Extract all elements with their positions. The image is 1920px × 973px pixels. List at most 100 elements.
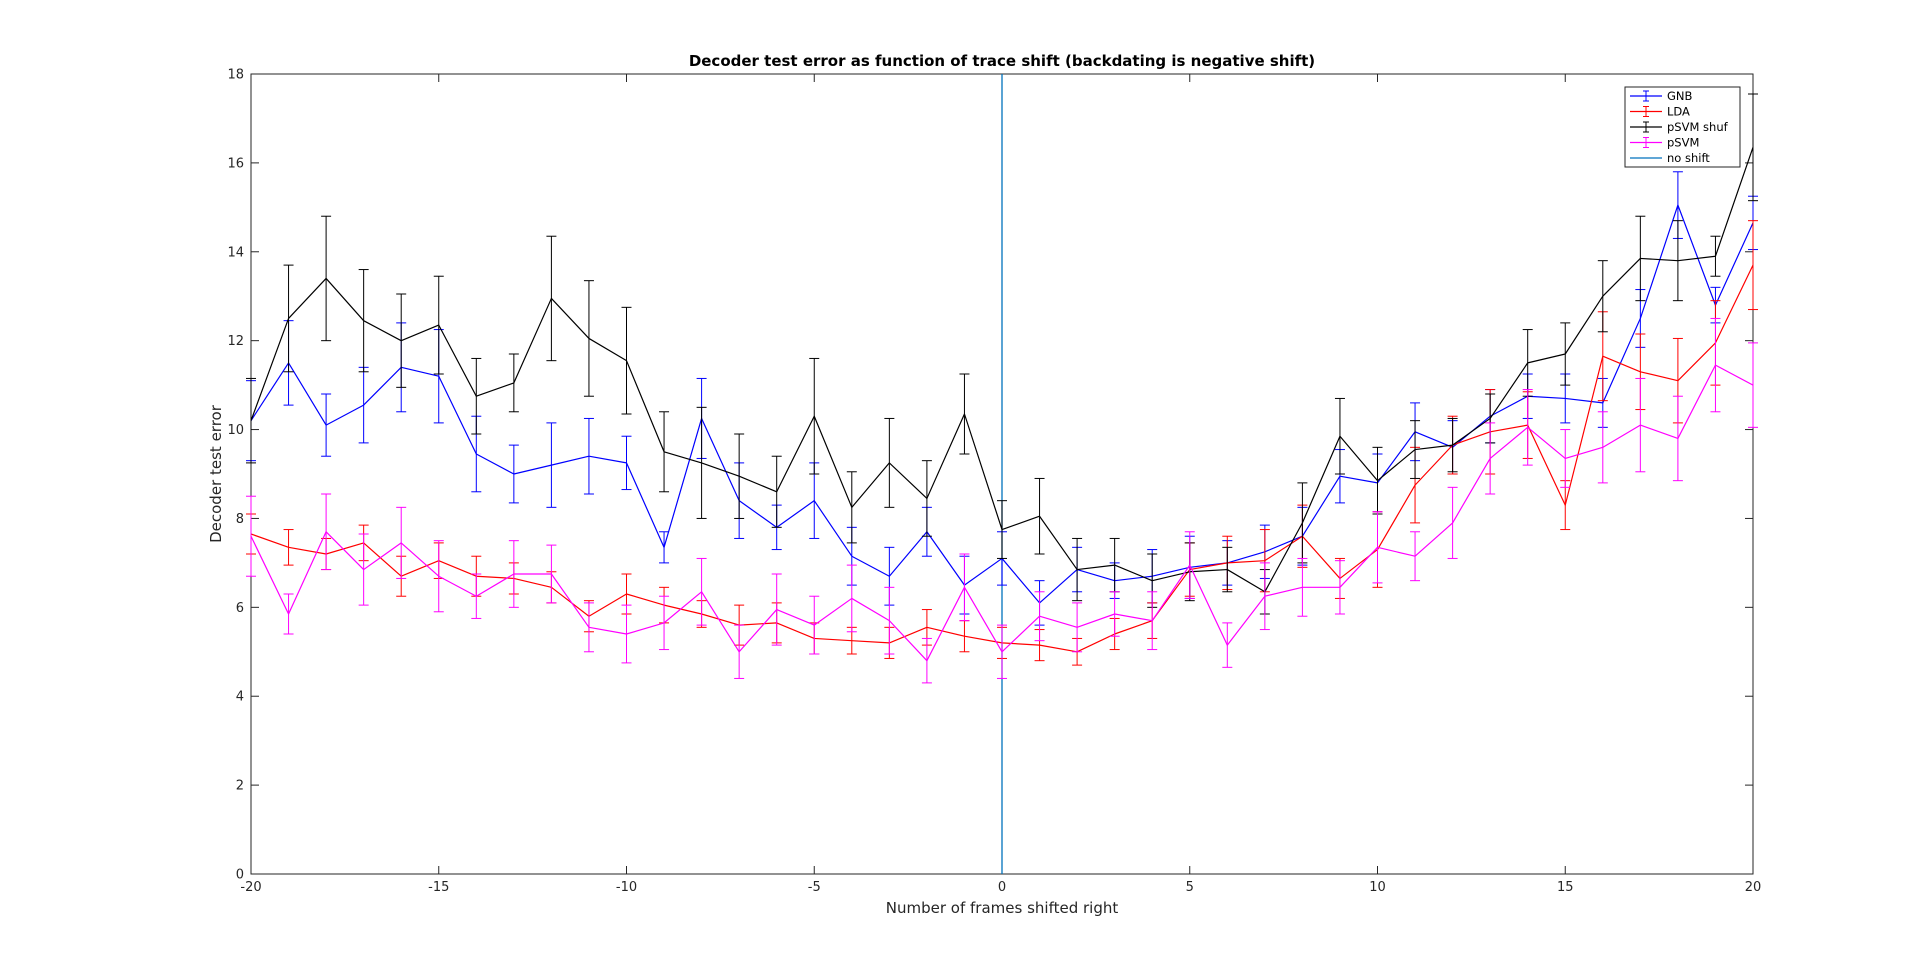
error-bar	[583, 417, 594, 495]
error-bar	[1184, 531, 1195, 599]
error-bar	[959, 553, 970, 622]
error-bar	[771, 573, 782, 646]
error-bar	[321, 493, 332, 571]
error-bar	[659, 595, 670, 651]
error-bar	[1485, 422, 1496, 495]
error-bar	[621, 306, 632, 415]
error-bar	[809, 595, 820, 655]
error-bar	[621, 435, 632, 491]
y-tick-label: 8	[236, 512, 244, 527]
x-tick-label: 5	[1186, 880, 1194, 895]
error-bar	[321, 393, 332, 457]
y-axis-label: Decoder test error	[207, 404, 225, 543]
legend-item-psvm-shuf: pSVM shuf	[1630, 120, 1729, 134]
error-bar	[884, 586, 895, 655]
x-tick-label: -15	[428, 880, 449, 895]
error-bar	[696, 406, 707, 519]
error-bar	[1334, 560, 1345, 615]
error-bar	[659, 531, 670, 564]
error-bar	[1748, 220, 1758, 311]
y-tick-label: 2	[236, 779, 244, 794]
x-tick-label: -20	[240, 880, 261, 895]
error-bar	[1297, 557, 1308, 617]
x-tick-label: 20	[1745, 880, 1762, 895]
y-tick-label: 10	[227, 423, 244, 438]
error-bar	[1072, 537, 1083, 602]
error-bar	[1748, 342, 1758, 428]
error-bar	[508, 444, 519, 504]
error-bar	[1560, 429, 1571, 488]
error-bar	[433, 540, 444, 613]
y-tick-label: 6	[236, 601, 244, 616]
y-tick-label: 12	[227, 334, 244, 349]
error-bar	[433, 275, 444, 375]
error-bar	[1672, 220, 1683, 302]
error-bar	[1635, 215, 1646, 302]
series-psvm	[246, 317, 1758, 684]
error-bar	[1597, 260, 1608, 333]
error-bar	[1259, 562, 1270, 631]
y-axis: 0 2 4 6 8 10 12 14 16 18	[227, 68, 1753, 883]
error-bar	[471, 357, 482, 435]
legend-item-psvm: pSVM	[1630, 136, 1699, 150]
x-tick-label: 15	[1557, 880, 1574, 895]
error-bar	[1560, 322, 1571, 386]
error-bar	[471, 573, 482, 619]
legend-item-no-shift: no shift	[1630, 151, 1710, 165]
y-tick-label: 18	[227, 68, 244, 83]
error-bar	[734, 433, 745, 519]
y-tick-label: 14	[227, 245, 244, 260]
error-bar	[1597, 411, 1608, 484]
legend-label: GNB	[1667, 89, 1693, 103]
y-tick-label: 16	[227, 156, 244, 171]
legend-label: pSVM shuf	[1667, 120, 1729, 134]
error-bar	[884, 417, 895, 508]
error-bar	[396, 506, 407, 579]
error-bar	[583, 280, 594, 397]
error-bar	[1410, 531, 1421, 582]
error-bar	[1748, 93, 1758, 202]
error-bar	[1447, 417, 1458, 473]
legend-item-gnb: GNB	[1630, 89, 1693, 103]
error-bar	[1034, 477, 1045, 555]
legend-label: pSVM	[1667, 136, 1699, 150]
error-bar	[283, 264, 294, 373]
error-bar	[246, 377, 256, 464]
error-bar	[1410, 420, 1421, 479]
error-bar	[508, 540, 519, 608]
error-bar	[1222, 546, 1233, 593]
error-bar	[358, 269, 369, 373]
error-bar	[771, 455, 782, 528]
error-bar	[283, 529, 294, 566]
series-layer	[246, 93, 1758, 684]
legend-label: LDA	[1667, 105, 1690, 119]
error-bar	[1372, 511, 1383, 584]
error-bar	[246, 495, 256, 577]
y-tick-label: 4	[236, 690, 244, 705]
x-tick-label: 0	[998, 880, 1006, 895]
error-bar	[1447, 486, 1458, 559]
error-bar	[1710, 317, 1721, 413]
error-bar	[696, 557, 707, 626]
chart-title: Decoder test error as function of trace …	[689, 52, 1315, 70]
error-bar	[508, 353, 519, 413]
legend-item-lda: LDA	[1630, 105, 1690, 119]
error-bar	[734, 624, 745, 679]
error-bar	[1710, 235, 1721, 277]
error-bar	[546, 544, 557, 604]
error-bar	[1672, 395, 1683, 482]
x-tick-label: 10	[1369, 880, 1386, 895]
error-bar	[959, 373, 970, 455]
x-tick-label: -5	[808, 880, 821, 895]
error-bar	[1109, 591, 1120, 637]
x-axis-label: Number of frames shifted right	[886, 899, 1119, 917]
error-bar	[659, 411, 670, 493]
error-bar	[1522, 389, 1533, 466]
error-bar	[1147, 591, 1158, 651]
error-bar	[921, 460, 932, 537]
error-bar	[283, 593, 294, 635]
error-bar	[546, 235, 557, 362]
legend-label: no shift	[1667, 151, 1710, 165]
